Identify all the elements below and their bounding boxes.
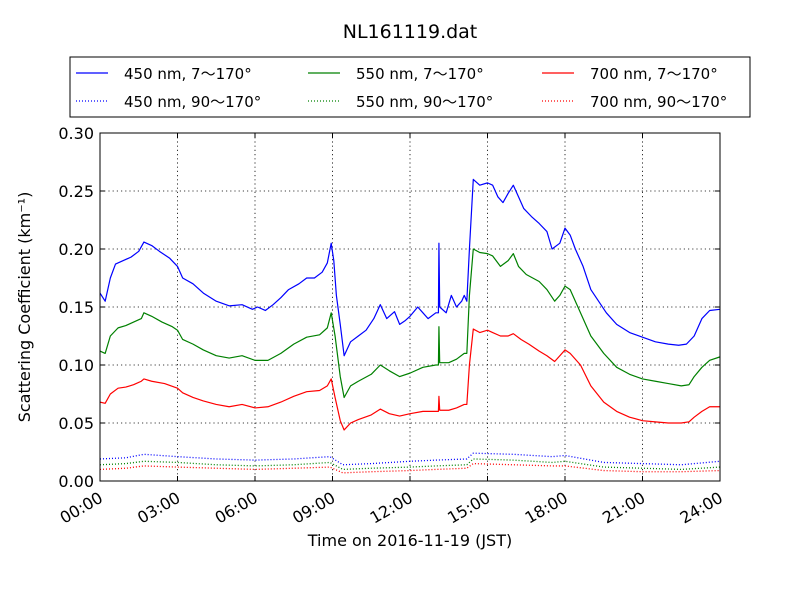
legend: 450 nm, 7～170° 550 nm, 7～170° 700 nm, 7～17…: [69, 56, 751, 118]
x-tick-label: 24:00: [677, 488, 726, 528]
legend-label-1: 550 nm, 7～170°: [356, 65, 484, 83]
series-line-0: [99, 178, 721, 357]
y-tick-label: 0.30: [58, 124, 94, 143]
series-group: [99, 178, 721, 474]
legend-label-2: 700 nm, 7～170°: [590, 65, 718, 83]
x-tick-label: 21:00: [599, 488, 648, 528]
y-tick-labels: 0.00 0.05 0.10 0.15 0.20 0.25 0.30: [58, 124, 94, 491]
legend-label-0: 450 nm, 7～170°: [124, 65, 252, 83]
chart-title: NL161119.dat: [343, 21, 478, 43]
y-tick-label: 0.25: [58, 182, 94, 201]
x-tick-label: 03:00: [134, 488, 183, 528]
ticks: [99, 132, 721, 482]
series-line-4: [99, 458, 721, 471]
legend-label-4: 550 nm, 90～170°: [356, 93, 493, 111]
x-axis-label: Time on 2016-11-19 (JST): [307, 531, 512, 550]
x-tick-label: 12:00: [367, 488, 416, 528]
x-tick-label: 06:00: [212, 488, 261, 528]
y-tick-label: 0.15: [58, 298, 94, 317]
y-tick-label: 0.05: [58, 414, 94, 433]
x-tick-label: 15:00: [444, 488, 493, 528]
series-line-3: [99, 452, 721, 466]
series-line-1: [99, 248, 721, 399]
y-tick-label: 0.00: [58, 472, 94, 491]
series-line-2: [99, 328, 720, 431]
series-line-5: [99, 462, 721, 474]
legend-box: [69, 56, 751, 118]
grid: [100, 133, 720, 481]
legend-label-3: 450 nm, 90～170°: [124, 93, 261, 111]
y-axis-label: Scattering Coefficient (km⁻¹): [15, 192, 34, 423]
y-tick-label: 0.20: [58, 240, 94, 259]
y-tick-label: 0.10: [58, 356, 94, 375]
x-tick-label: 00:00: [57, 488, 106, 528]
x-tick-label: 18:00: [522, 488, 571, 528]
x-tick-label: 09:00: [289, 488, 338, 528]
legend-label-5: 700 nm, 90～170°: [590, 93, 727, 111]
x-tick-labels: 00:00 03:00 06:00 09:00 12:00 15:00 18:00 21:00…: [57, 488, 726, 528]
